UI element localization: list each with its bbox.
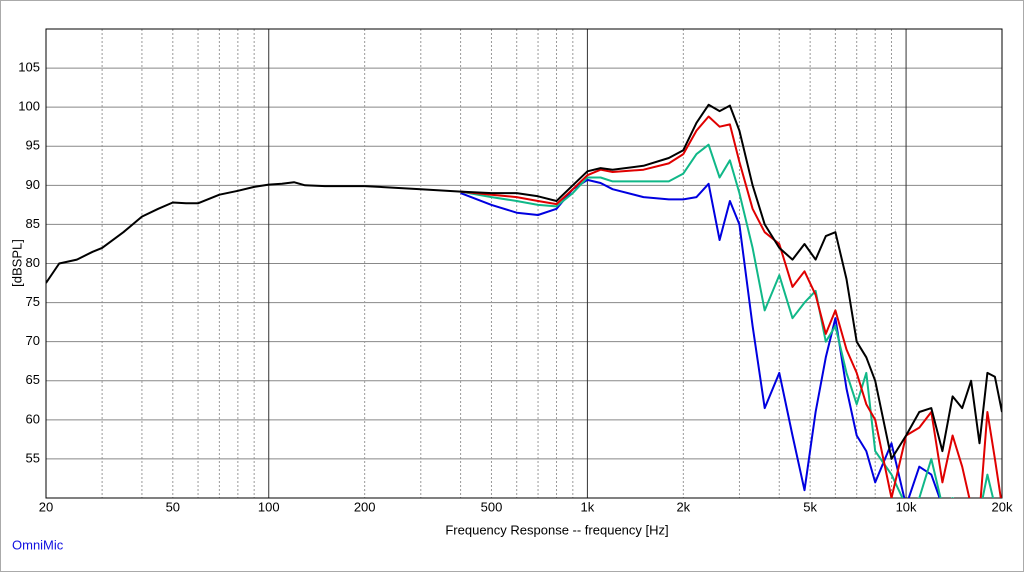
y-tick-label: 70 bbox=[26, 333, 40, 348]
y-tick-label: 95 bbox=[26, 138, 40, 153]
y-tick-label: 75 bbox=[26, 294, 40, 309]
y-tick-label: 105 bbox=[18, 60, 40, 75]
x-tick-label: 10k bbox=[896, 499, 917, 514]
y-tick-label: 65 bbox=[26, 372, 40, 387]
y-tick-label: 80 bbox=[26, 255, 40, 270]
y-tick-label: 85 bbox=[26, 216, 40, 231]
x-tick-label: 20 bbox=[39, 499, 53, 514]
footer: OmniMic bbox=[12, 537, 64, 552]
x-tick-label: 20k bbox=[992, 499, 1013, 514]
plot-frame bbox=[45, 28, 1003, 499]
y-axis-label: [dBSPL] bbox=[9, 239, 24, 287]
x-tick-label: 100 bbox=[258, 499, 280, 514]
y-tick-label: 55 bbox=[26, 450, 40, 465]
x-tick-label: 500 bbox=[481, 499, 503, 514]
x-axis-label: Frequency Response -- frequency [Hz] bbox=[445, 522, 668, 537]
series-line bbox=[460, 178, 941, 498]
x-tick-label: 200 bbox=[354, 499, 376, 514]
series-line bbox=[460, 143, 995, 498]
series-line bbox=[46, 103, 1002, 460]
x-tick-label: 1k bbox=[581, 499, 595, 514]
series-line bbox=[460, 115, 1002, 498]
x-tick-label: 5k bbox=[803, 499, 817, 514]
y-tick-label: 60 bbox=[26, 411, 40, 426]
x-tick-label: 2k bbox=[676, 499, 690, 514]
y-tick-label: 90 bbox=[26, 177, 40, 192]
y-tick-label: 100 bbox=[18, 99, 40, 114]
x-tick-label: 50 bbox=[166, 499, 180, 514]
